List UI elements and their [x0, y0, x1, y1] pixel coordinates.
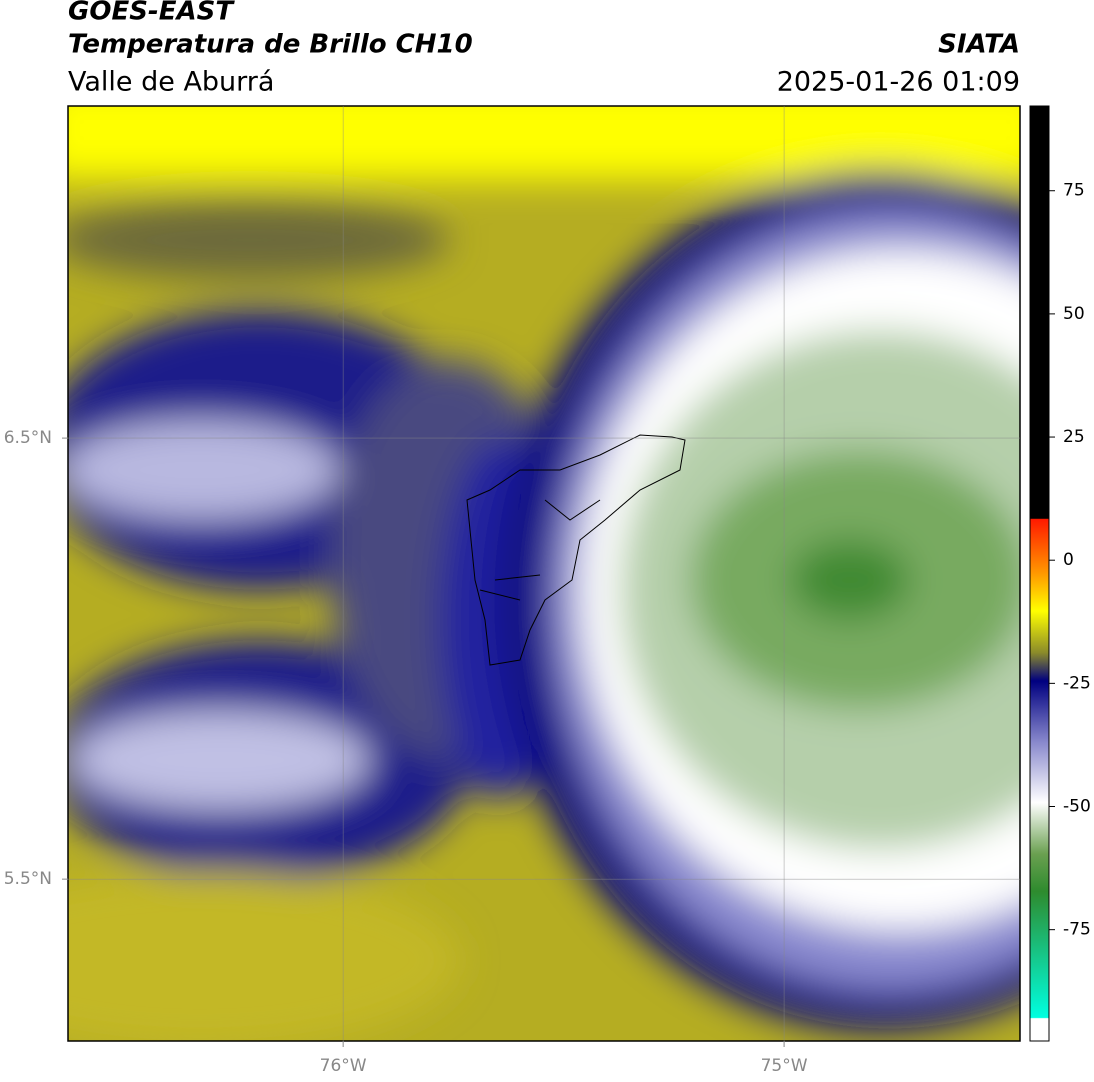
- datetime: 2025-01-26 01:09: [777, 67, 1020, 98]
- colorbar: [1029, 105, 1050, 1042]
- lon-tick-label: 75°W: [761, 1056, 808, 1076]
- region: Valle de Aburrá: [68, 67, 274, 98]
- colorbar-tick-label: 0: [1063, 550, 1074, 570]
- brand: SIATA: [938, 30, 1020, 60]
- colorbar-tick-label: 50: [1063, 304, 1085, 324]
- valle-aburra-outline: [466, 434, 686, 666]
- colorbar-tick-label: 25: [1063, 427, 1085, 447]
- lat-tick-label: 5.5°N: [4, 869, 52, 889]
- colorbar-tick-label: -50: [1063, 797, 1091, 817]
- map-frame: [67, 105, 1021, 1042]
- colorbar-tick-label: -75: [1063, 920, 1091, 940]
- colorbar-tick-label: 75: [1063, 181, 1085, 201]
- satellite-image: [68, 106, 1020, 1041]
- lon-tick-label: 76°W: [320, 1056, 367, 1076]
- subtitle: Temperatura de Brillo CH10: [68, 30, 473, 60]
- lat-tick-label: 6.5°N: [4, 428, 52, 448]
- title: GOES-EAST: [68, 0, 235, 27]
- colorbar-tick-label: -25: [1063, 673, 1091, 693]
